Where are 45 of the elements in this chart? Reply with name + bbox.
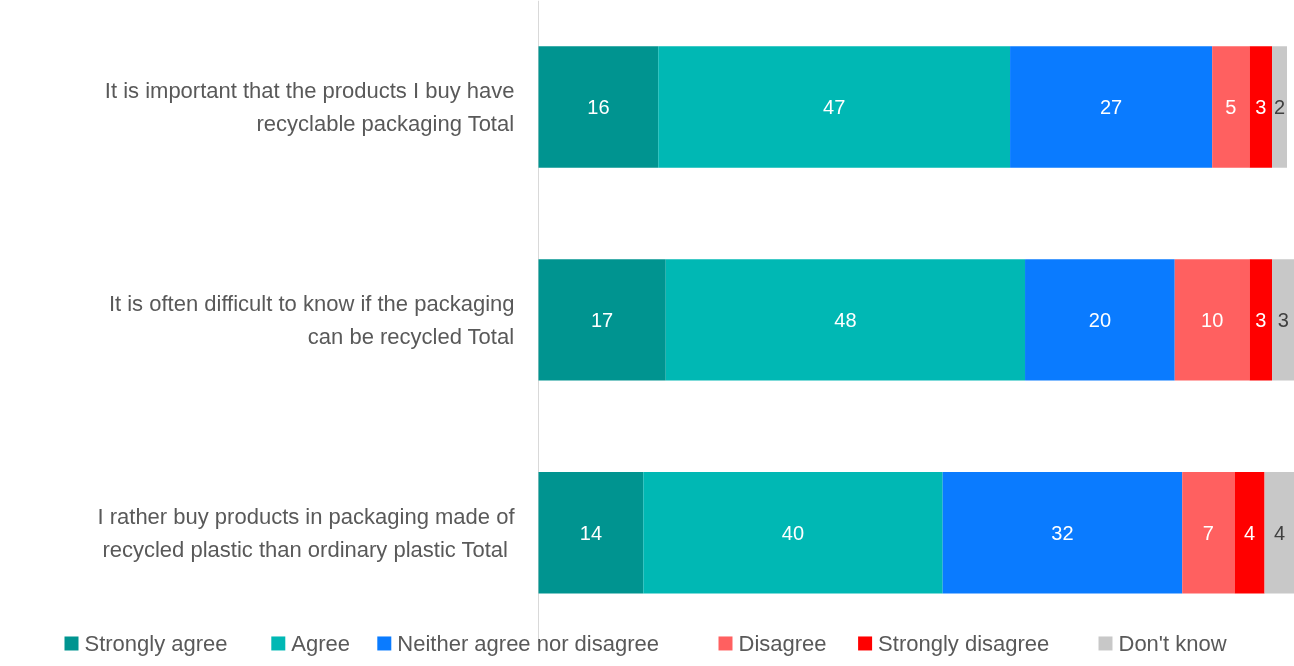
data-label: 4	[1273, 521, 1286, 544]
legend-label: Disagree	[738, 630, 827, 656]
bar	[1249, 259, 1273, 381]
y-tick-label: I rather buy products in packaging made of recycled plastic than ordinary plastic Total	[97, 504, 516, 562]
bar	[538, 46, 659, 168]
bar	[1234, 472, 1265, 594]
bar	[643, 472, 943, 594]
bar	[1272, 259, 1294, 381]
legend-label: Agree	[291, 630, 351, 656]
data-label: 16	[587, 95, 610, 118]
legend-label: Neither agree nor disagree	[397, 630, 660, 656]
bar	[1264, 472, 1294, 594]
data-label: 14	[579, 521, 603, 544]
data-label: 3	[1277, 308, 1289, 331]
bar	[1212, 46, 1250, 168]
legend-label: Strongly disagree	[878, 630, 1050, 656]
data-label: 10	[1201, 308, 1224, 331]
bar	[1182, 472, 1235, 594]
data-label: 3	[1255, 308, 1267, 331]
data-label: 2	[1273, 95, 1286, 118]
bar	[658, 46, 1011, 168]
legend-label: Strongly agree	[84, 630, 228, 656]
bar	[1249, 46, 1273, 168]
bar	[1272, 46, 1288, 168]
data-label: 32	[1051, 521, 1074, 544]
y-tick-label: It is important that the products I buy have recyclable packaging Total	[104, 78, 515, 136]
data-label: 7	[1202, 521, 1214, 544]
bar	[1174, 259, 1250, 381]
bar	[1025, 259, 1175, 381]
data-label: 40	[781, 521, 805, 544]
data-label: 20	[1088, 308, 1112, 331]
bar	[665, 259, 1026, 381]
bar	[1010, 46, 1213, 168]
data-label: 4	[1244, 521, 1256, 544]
data-label: 17	[591, 308, 614, 331]
data-label: 5	[1225, 95, 1237, 118]
data-label: 47	[823, 95, 846, 118]
bar	[538, 259, 666, 381]
data-label: 27	[1099, 95, 1123, 118]
data-label: 3	[1255, 95, 1267, 118]
legend-label: Don't know	[1118, 630, 1227, 656]
bar	[538, 472, 644, 594]
data-label: 48	[834, 308, 857, 331]
y-tick-label: It is often difficult to know if the packaging can be recycled Total	[108, 291, 515, 349]
bar	[942, 472, 1183, 594]
